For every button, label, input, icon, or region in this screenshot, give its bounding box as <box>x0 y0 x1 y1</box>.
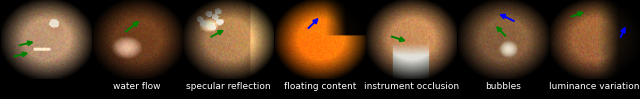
Text: luminance variation: luminance variation <box>549 82 639 91</box>
Text: specular reflection: specular reflection <box>186 82 271 91</box>
Text: floating content: floating content <box>284 82 356 91</box>
Text: water flow: water flow <box>113 82 161 91</box>
Text: bubbles: bubbles <box>485 82 521 91</box>
Text: instrument occlusion: instrument occlusion <box>364 82 459 91</box>
